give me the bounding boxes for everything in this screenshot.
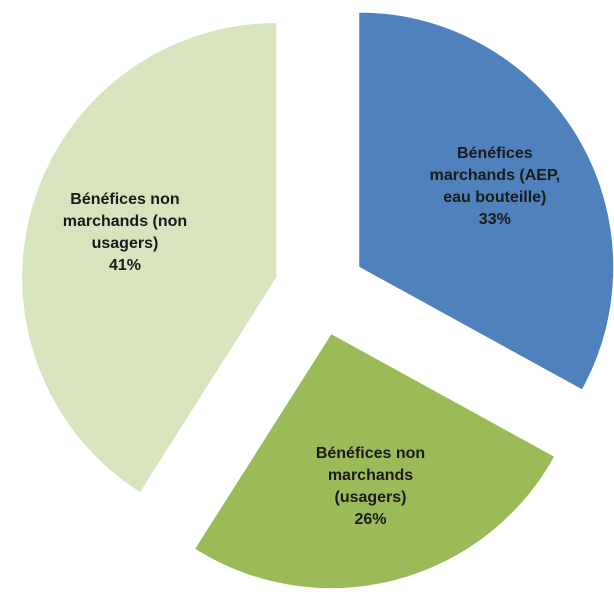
category-label: Bénéfices marchands (AEP, eau bouteille) (429, 144, 561, 206)
value-label: 33% (478, 210, 511, 228)
pie-slice (21, 21, 278, 494)
category-label: Bénéfices non marchands (non usagers) (62, 191, 188, 253)
value-label: 26% (354, 510, 387, 528)
category-label: Bénéfices non marchands (usagers) (315, 444, 426, 506)
slice-label: Bénéfices non marchands (non usagers) 41% (50, 189, 200, 277)
pie-slice (193, 332, 556, 590)
pie-slice (358, 11, 614, 391)
slice-label: Bénéfices non marchands (usagers) 26% (296, 443, 446, 531)
value-label: 41% (108, 257, 141, 275)
slice-label: Bénéfices marchands (AEP, eau bouteille)… (420, 143, 570, 231)
